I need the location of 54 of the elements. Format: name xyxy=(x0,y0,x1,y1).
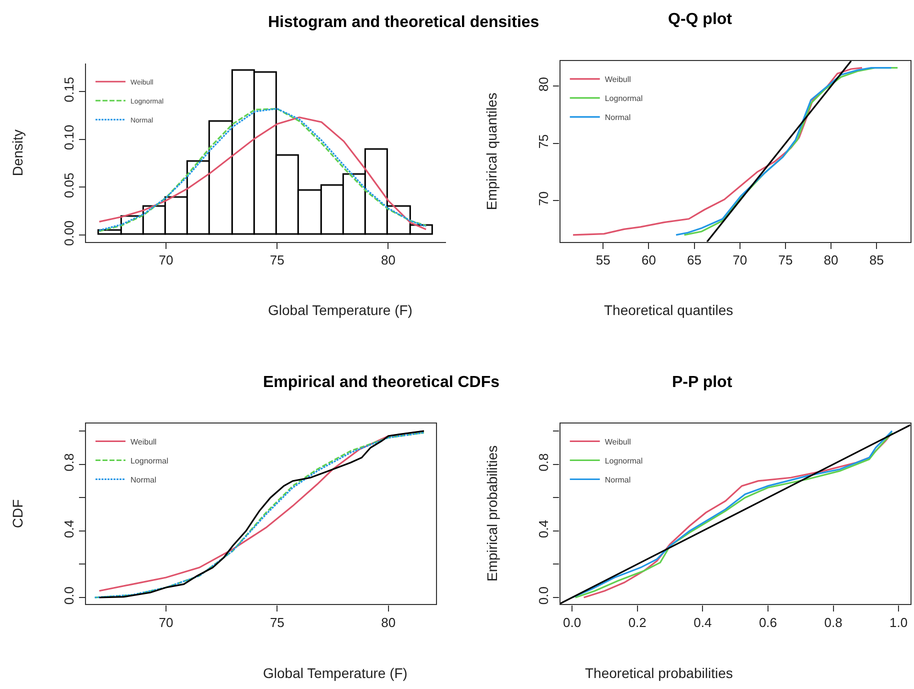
legend-label: Weibull xyxy=(604,437,632,446)
y-tick-label: 0.8 xyxy=(536,453,551,472)
x-tick-label: 80 xyxy=(381,614,396,630)
x-axis-title: Global Temperature (F) xyxy=(263,665,408,681)
legend-label: Lognormal xyxy=(604,456,643,466)
x-tick-label: 1.0 xyxy=(890,614,908,630)
x-tick-label: 75 xyxy=(778,252,793,268)
x-axis-title: Theoretical probabilities xyxy=(585,665,733,681)
y-tick-label: 0.0 xyxy=(536,586,551,605)
x-tick-label: 0.2 xyxy=(628,614,646,630)
chart-title: P-P plot xyxy=(672,374,733,391)
y-axis-title: CDF xyxy=(10,499,26,528)
x-tick-label: 75 xyxy=(270,252,284,268)
legend-label: Normal xyxy=(130,475,156,484)
y-tick-label: 0.4 xyxy=(536,520,551,538)
y-tick-label: 0.00 xyxy=(62,220,77,246)
x-tick-label: 80 xyxy=(381,252,396,268)
chart-title: Histogram and theoretical densities xyxy=(268,14,540,31)
y-tick-label: 0.10 xyxy=(62,124,77,150)
legend-label: Lognormal xyxy=(604,94,643,104)
x-axis-title: Theoretical quantiles xyxy=(604,302,734,318)
y-axis-title: Density xyxy=(10,129,26,176)
y-axis-title: Empirical quantiles xyxy=(483,92,500,210)
chart-title: Empirical and theoretical CDFs xyxy=(263,374,500,391)
x-tick-label: 0.6 xyxy=(758,614,778,630)
legend-label: Weibull xyxy=(130,437,157,446)
x-tick-label: 80 xyxy=(824,252,838,268)
y-tick-label: 0.8 xyxy=(62,453,77,472)
legend-label: Lognormal xyxy=(130,456,169,466)
x-tick-label: 85 xyxy=(869,252,884,268)
x-tick-label: 70 xyxy=(158,614,174,630)
y-tick-label: 0.15 xyxy=(62,76,77,102)
legend-label: Weibull xyxy=(604,75,632,84)
x-axis-title: Global Temperature (F) xyxy=(268,302,412,318)
y-tick-label: 80 xyxy=(536,76,551,92)
y-tick-label: 0.0 xyxy=(62,586,77,605)
x-tick-label: 75 xyxy=(270,614,284,630)
x-tick-label: 65 xyxy=(687,252,702,268)
y-tick-label: 70 xyxy=(536,191,551,206)
legend-label: Normal xyxy=(604,113,631,122)
chart-title: Q-Q plot xyxy=(668,11,733,28)
legend-label: Normal xyxy=(604,475,631,484)
line-series xyxy=(572,67,863,236)
x-tick-label: 70 xyxy=(158,252,174,268)
y-tick-label: 75 xyxy=(536,134,551,149)
y-tick-label: 0.05 xyxy=(62,172,77,198)
y-tick-label: 0.4 xyxy=(62,520,77,538)
x-tick-label: 55 xyxy=(596,252,610,268)
x-tick-label: 0.4 xyxy=(694,614,712,630)
x-tick-label: 70 xyxy=(732,252,748,268)
x-tick-label: 60 xyxy=(641,252,656,268)
y-axis-title: Empirical probabilities xyxy=(484,445,500,582)
x-tick-label: 0.8 xyxy=(824,614,842,630)
x-tick-label: 0.0 xyxy=(563,614,582,630)
